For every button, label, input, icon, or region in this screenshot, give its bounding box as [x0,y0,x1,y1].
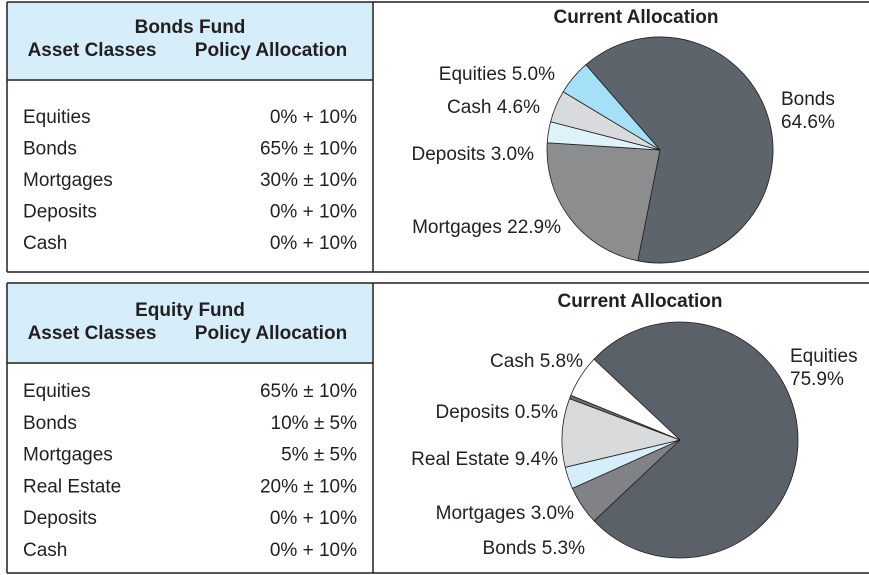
slice-label-name: Cash [490,351,534,372]
slice-label-value: 64.6% [781,112,835,133]
pie-slice [593,321,799,559]
table-cell: 0% + 10% [270,508,357,529]
column-header: Asset Classes [28,40,157,61]
table-cell: Bonds [23,139,77,160]
slice-label-value: 3.0% [491,144,534,165]
pie-slice [570,358,681,441]
slice-label: Deposits 3.0% [411,144,534,165]
table-cell: Real Estate [23,476,121,497]
slice-label-name: Bonds [483,538,537,559]
column-header: Policy Allocation [195,323,347,344]
pie-slice [546,142,661,262]
pie-slice [585,36,774,264]
slice-label-value: 5.8% [540,351,583,372]
table-title: Bonds Fund [135,17,246,38]
slice-label-value: 3.0% [531,503,574,524]
table-cell: 0% + 10% [270,202,357,223]
slice-label-name: Mortgages [412,217,502,238]
table-cell: 30% ± 10% [260,170,357,191]
slice-label: Mortgages 22.9% [412,217,561,238]
chart-title: Current Allocation [557,291,722,312]
table-cell: Cash [23,540,67,561]
slice-label-name: Cash [447,97,491,118]
slice-label-name: Deposits [411,144,485,165]
slice-label: Real Estate 9.4% [411,449,558,470]
table-cell: 10% ± 5% [271,413,358,434]
slice-label-name: Deposits [435,402,509,423]
table-header-bg [7,2,373,80]
table-cell: 0% + 10% [270,233,357,254]
slice-label: Bonds 5.3% [483,538,586,559]
slice-label: Equities 75.9% [790,346,858,390]
slice-label: Deposits 0.5% [435,402,558,423]
slice-label-value: 5.3% [542,538,585,559]
table-cell: 0% + 10% [270,540,357,561]
slice-label-value: 75.9% [790,369,844,390]
table-cell: Equities [23,107,91,128]
table-cell: Equities [23,381,91,402]
slice-label-name: Equities [790,346,858,367]
pie-slice [562,64,661,151]
slice-label: Bonds 64.6% [781,89,835,133]
slice-label-value: 0.5% [515,402,558,423]
table-cell: 5% ± 5% [281,445,357,466]
slice-label-value: 5.0% [512,64,555,85]
table-cell: Bonds [23,413,77,434]
slice-label-name: Real Estate [411,449,509,470]
slice-label-name: Mortgages [436,503,526,524]
slice-label: Cash 5.8% [490,351,583,372]
slice-label: Cash 4.6% [447,97,540,118]
slice-label-name: Bonds [781,89,835,110]
table-cell: 65% ± 10% [260,381,357,402]
table-cell: Cash [23,233,67,254]
frames [6,1,869,574]
table-cell: Deposits [23,202,97,223]
table-cell: Deposits [23,508,97,529]
table-cell: 0% + 10% [270,107,357,128]
table-cell: Mortgages [23,445,113,466]
table-cell: 20% ± 10% [260,476,357,497]
table-title: Equity Fund [135,300,245,321]
chart-title: Current Allocation [553,7,718,28]
table-cell: 65% ± 10% [260,139,357,160]
slice-label-name: Equities [439,64,507,85]
column-header: Asset Classes [28,323,157,344]
slice-label: Equities 5.0% [439,64,555,85]
table-cell: Mortgages [23,170,113,191]
slice-label-value: 9.4% [515,449,558,470]
slice-label-value: 22.9% [507,217,561,238]
slice-label: Mortgages 3.0% [436,503,574,524]
table-header-bg [7,283,373,363]
column-header: Policy Allocation [195,40,347,61]
slice-label-value: 4.6% [497,97,540,118]
